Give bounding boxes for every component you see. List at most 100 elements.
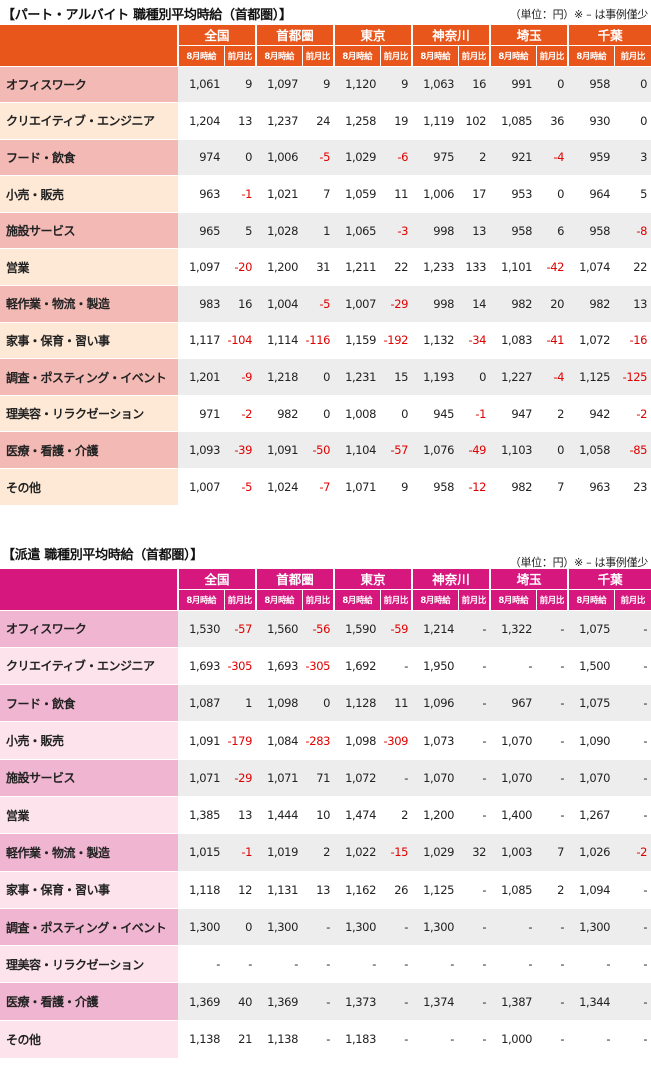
region-header: 神奈川	[411, 25, 491, 46]
month-change-cell: -7	[302, 468, 335, 506]
month-change-cell: -179	[224, 721, 257, 760]
month-change-cell: 2	[536, 394, 569, 432]
month-change-cell: 1	[224, 684, 257, 722]
hourly-wage-cell: 1,237	[256, 102, 303, 140]
month-change-cell: 20	[536, 285, 569, 323]
hourly-wage-cell: 1,071	[256, 758, 303, 797]
month-change-cell: 13	[614, 285, 651, 323]
header-corner	[0, 25, 179, 66]
hourly-wage-cell: 1,094	[568, 870, 615, 909]
hourly-wage-subheader: 8月時給	[489, 45, 537, 66]
hourly-wage-cell: 1,159	[334, 321, 381, 359]
hourly-wage-subheader: 8月時給	[177, 45, 224, 66]
month-change-cell: -1	[458, 394, 491, 432]
month-change-cell: -34	[458, 321, 491, 359]
month-change-cell: -	[536, 945, 569, 983]
category-label: その他	[0, 1019, 178, 1058]
hourly-wage-cell: 982	[490, 285, 537, 323]
month-change-cell: -	[614, 907, 651, 946]
category-label: 調査・ポスティング・イベント	[0, 907, 178, 946]
hourly-wage-cell: 963	[568, 468, 615, 506]
table-row: 医療・看護・介護 1,369 40 1,369-1,373-1,374-1,387-1…	[0, 982, 651, 1021]
hourly-wage-cell: 1,071	[334, 468, 381, 506]
month-change-cell: -	[302, 1019, 335, 1058]
table-row: 家事・保育・習い事 1,118 12 1,131 13 1,162 26 1,125-1,08…	[0, 870, 651, 909]
hourly-wage-cell: 1,029	[412, 833, 459, 872]
month-change-cell: 0	[536, 65, 569, 103]
hourly-wage-cell: 1,003	[490, 833, 537, 872]
month-change-cell: 17	[458, 175, 491, 213]
hourly-wage-cell: 1,091	[256, 431, 303, 469]
month-change-cell: -	[380, 982, 413, 1021]
month-change-cell: -	[380, 907, 413, 946]
month-change-cell: -85	[614, 431, 651, 469]
hourly-wage-cell: 1,083	[490, 321, 537, 359]
month-change-cell: 5	[614, 175, 651, 213]
month-change-cell: 2	[380, 795, 413, 834]
hourly-wage-cell: 975	[412, 138, 459, 176]
table-row: 医療・看護・介護 1,093 -39 1,091 -50 1,104 -57 1,076 -49…	[0, 431, 651, 469]
category-label: 調査・ポスティング・イベント	[0, 358, 178, 396]
sub-header-row: 8月時給 前月比 8月時給 前月比 8月時給 前月比 8月時給 前月比 8月時給 前月比 8月時給前…	[0, 45, 651, 66]
month-change-cell: 15	[380, 358, 413, 396]
table-row: 理美容・リラクゼーション - - - - - - - - - - - -	[0, 945, 651, 983]
month-change-cell: 24	[302, 102, 335, 140]
hourly-wage-cell: 1,104	[334, 431, 381, 469]
month-change-cell: 0	[302, 358, 335, 396]
hourly-wage-cell: 1,117	[178, 321, 224, 359]
hourly-wage-cell: 1,227	[490, 358, 537, 396]
hourly-wage-cell: 1,058	[568, 431, 615, 469]
region-header: 千葉	[567, 25, 651, 46]
sub-header-row: 8月時給 前月比 8月時給 前月比 8月時給 前月比 8月時給 前月比 8月時給 前月比 8月時給前…	[0, 589, 651, 610]
month-change-cell: 0	[224, 138, 257, 176]
month-change-cell: -309	[380, 721, 413, 760]
hourly-wage-cell: 1,138	[256, 1019, 303, 1058]
hourly-wage-cell: 1,162	[334, 870, 381, 909]
category-label: 営業	[0, 248, 178, 286]
hourly-wage-cell: 982	[568, 285, 615, 323]
hourly-wage-cell: 1,061	[178, 65, 224, 103]
region-header: 埼玉	[489, 569, 569, 590]
month-change-cell: 9	[380, 468, 413, 506]
hourly-wage-cell: 1,004	[256, 285, 303, 323]
month-change-cell: -	[536, 758, 569, 797]
hourly-wage-cell: 1,098	[334, 721, 381, 760]
month-change-cell: -2	[614, 833, 651, 872]
table-row: 軽作業・物流・製造 983 16 1,004 -5 1,007 -29 998 14 982 20 9…	[0, 285, 651, 323]
hourly-wage-cell: 1,214	[412, 609, 459, 648]
month-change-cell: -41	[536, 321, 569, 359]
month-change-subheader: 前月比	[301, 589, 335, 610]
hourly-wage-cell: 1,022	[334, 833, 381, 872]
month-change-cell: 11	[380, 175, 413, 213]
region-header: 神奈川	[411, 569, 491, 590]
hourly-wage-cell: 1,098	[256, 684, 303, 722]
month-change-cell: 0	[536, 175, 569, 213]
month-change-cell: 7	[302, 175, 335, 213]
month-change-cell: -59	[380, 609, 413, 648]
month-change-cell: -	[536, 721, 569, 760]
category-label: その他	[0, 468, 178, 506]
hourly-wage-cell: 974	[178, 138, 224, 176]
hourly-wage-cell: 1,218	[256, 358, 303, 396]
region-header: 全国	[176, 25, 257, 46]
hourly-wage-cell: 1,692	[334, 646, 381, 685]
month-change-cell: 0	[614, 65, 651, 103]
hourly-wage-subheader: 8月時給	[255, 45, 303, 66]
month-change-cell: 0	[536, 431, 569, 469]
month-change-cell: 71	[302, 758, 335, 797]
month-change-cell: -	[380, 1019, 413, 1058]
month-change-cell: -6	[380, 138, 413, 176]
month-change-cell: -1	[224, 833, 257, 872]
hourly-wage-cell: 1,211	[334, 248, 381, 286]
month-change-cell: -8	[614, 211, 651, 249]
hourly-wage-cell: -	[490, 646, 537, 685]
hourly-wage-cell: -	[568, 945, 615, 983]
month-change-cell: 31	[302, 248, 335, 286]
hourly-wage-cell: 1,120	[334, 65, 381, 103]
hourly-wage-cell: 1,007	[334, 285, 381, 323]
hourly-wage-cell: 1,530	[178, 609, 224, 648]
hourly-wage-subheader: 8月時給	[255, 589, 303, 610]
month-change-cell: -	[458, 907, 491, 946]
hourly-wage-cell: -	[412, 1019, 459, 1058]
hourly-wage-cell: 930	[568, 102, 615, 140]
